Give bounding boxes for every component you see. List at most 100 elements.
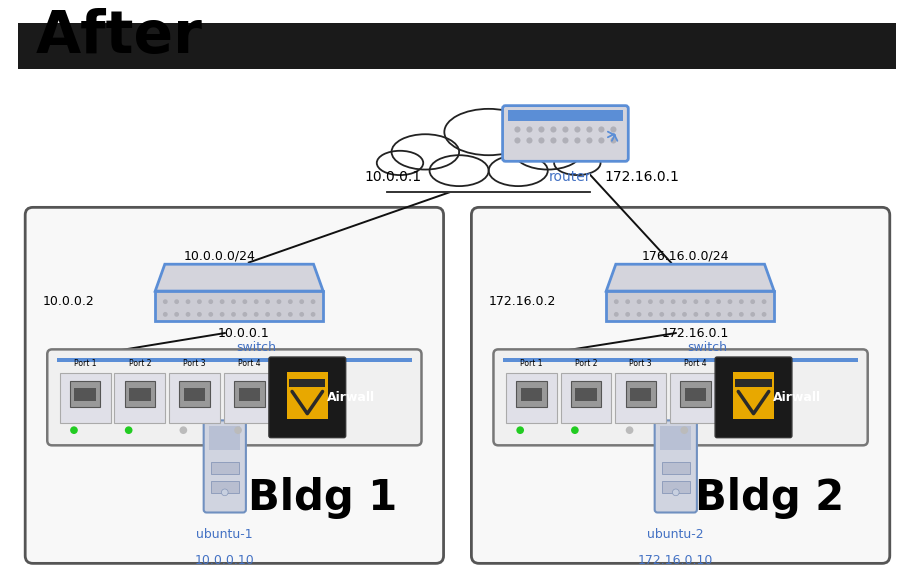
Circle shape — [611, 137, 616, 144]
Circle shape — [705, 299, 709, 304]
Bar — [290, 379, 325, 387]
Bar — [560, 373, 611, 423]
Text: 10.0.0.10: 10.0.0.10 — [195, 554, 255, 567]
Circle shape — [550, 137, 557, 144]
Bar — [209, 426, 240, 450]
Bar — [114, 373, 165, 423]
Circle shape — [179, 426, 187, 434]
FancyBboxPatch shape — [269, 357, 345, 438]
Circle shape — [538, 126, 545, 133]
Circle shape — [705, 312, 709, 317]
Circle shape — [526, 137, 533, 144]
Circle shape — [516, 426, 524, 434]
Circle shape — [219, 312, 225, 317]
Bar — [234, 381, 264, 407]
Bar — [662, 462, 690, 474]
Circle shape — [311, 312, 315, 317]
Ellipse shape — [377, 151, 423, 175]
Text: Port 2: Port 2 — [129, 359, 151, 368]
Circle shape — [186, 312, 190, 317]
Text: router: router — [549, 170, 591, 184]
Ellipse shape — [554, 151, 600, 175]
Circle shape — [659, 299, 664, 304]
Bar — [388, 160, 590, 193]
Circle shape — [515, 137, 521, 144]
Circle shape — [175, 299, 179, 304]
Circle shape — [761, 312, 767, 317]
Circle shape — [299, 312, 304, 317]
Bar — [606, 291, 774, 321]
FancyBboxPatch shape — [48, 349, 421, 446]
Circle shape — [599, 137, 604, 144]
Bar — [630, 388, 652, 401]
Circle shape — [288, 312, 292, 317]
FancyBboxPatch shape — [654, 420, 696, 513]
Circle shape — [614, 299, 619, 304]
Text: Bldg 1: Bldg 1 — [249, 477, 398, 519]
Circle shape — [186, 299, 190, 304]
Ellipse shape — [391, 134, 459, 169]
Bar — [286, 372, 328, 419]
Circle shape — [242, 312, 248, 317]
Bar — [224, 373, 275, 423]
Bar — [169, 373, 220, 423]
Bar — [685, 388, 707, 401]
Bar — [74, 388, 96, 401]
Circle shape — [728, 312, 732, 317]
Circle shape — [515, 126, 521, 133]
Circle shape — [717, 312, 721, 317]
Text: 10.0.0.2: 10.0.0.2 — [42, 295, 94, 308]
Ellipse shape — [444, 109, 533, 155]
Circle shape — [587, 137, 592, 144]
Bar — [571, 381, 601, 407]
Text: Bldg 2: Bldg 2 — [695, 477, 844, 519]
Circle shape — [761, 299, 767, 304]
Circle shape — [625, 312, 630, 317]
Bar — [625, 381, 656, 407]
Circle shape — [562, 137, 569, 144]
Text: 176.16.0.0/24: 176.16.0.0/24 — [642, 249, 729, 263]
Ellipse shape — [514, 134, 581, 169]
Circle shape — [648, 312, 653, 317]
Circle shape — [242, 299, 248, 304]
Circle shape — [587, 126, 592, 133]
Circle shape — [673, 489, 679, 496]
Circle shape — [562, 126, 569, 133]
Text: Port 1: Port 1 — [520, 359, 543, 368]
Bar — [615, 373, 666, 423]
Circle shape — [680, 426, 688, 434]
Circle shape — [163, 312, 167, 317]
Text: Port 4: Port 4 — [685, 359, 707, 368]
Circle shape — [208, 299, 213, 304]
Bar — [503, 358, 858, 362]
Bar — [59, 373, 111, 423]
Bar — [179, 381, 210, 407]
Circle shape — [231, 312, 236, 317]
Circle shape — [750, 299, 755, 304]
Text: 172.16.0.1: 172.16.0.1 — [605, 170, 680, 184]
Text: Airwall: Airwall — [773, 391, 822, 404]
Text: Port 3: Port 3 — [183, 359, 206, 368]
Circle shape — [175, 312, 179, 317]
Circle shape — [614, 312, 619, 317]
Circle shape — [288, 299, 292, 304]
FancyBboxPatch shape — [472, 208, 889, 563]
Circle shape — [125, 426, 133, 434]
Text: 172.16.0.2: 172.16.0.2 — [489, 295, 556, 308]
FancyBboxPatch shape — [503, 106, 628, 161]
Circle shape — [599, 126, 604, 133]
Circle shape — [682, 299, 687, 304]
Circle shape — [682, 312, 687, 317]
Ellipse shape — [430, 155, 489, 186]
Circle shape — [254, 312, 259, 317]
Circle shape — [277, 299, 282, 304]
Circle shape — [694, 299, 698, 304]
Text: After: After — [36, 9, 203, 65]
Circle shape — [277, 312, 282, 317]
Circle shape — [671, 299, 675, 304]
Circle shape — [611, 126, 616, 133]
FancyBboxPatch shape — [204, 420, 246, 513]
Text: Airwall: Airwall — [327, 391, 375, 404]
Text: Port 3: Port 3 — [630, 359, 652, 368]
Text: 10.0.0.1: 10.0.0.1 — [218, 327, 270, 340]
